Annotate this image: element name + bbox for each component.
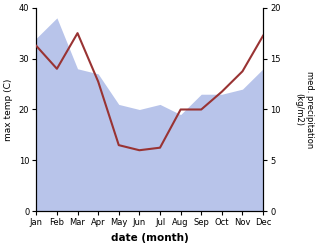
- Y-axis label: max temp (C): max temp (C): [4, 78, 13, 141]
- Y-axis label: med. precipitation
(kg/m2): med. precipitation (kg/m2): [294, 71, 314, 148]
- X-axis label: date (month): date (month): [111, 233, 189, 243]
